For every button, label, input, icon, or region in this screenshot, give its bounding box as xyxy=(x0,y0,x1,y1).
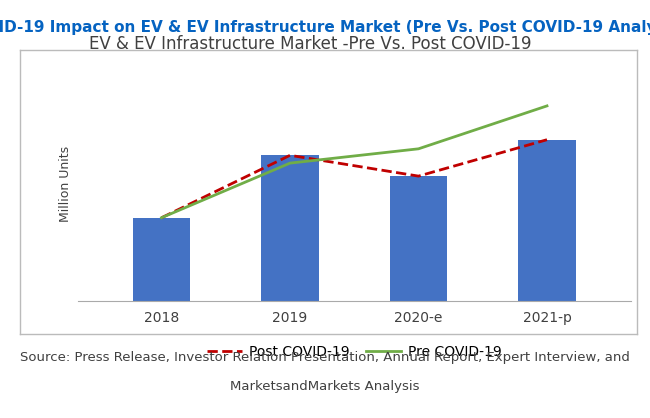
Text: EV & EV Infrastructure Market -Pre Vs. Post COVID-19: EV & EV Infrastructure Market -Pre Vs. P… xyxy=(89,35,532,53)
Bar xyxy=(261,155,319,301)
Y-axis label: Million Units: Million Units xyxy=(59,146,72,222)
Text: MarketsandMarkets Analysis: MarketsandMarkets Analysis xyxy=(230,380,420,393)
Text: Source: Press Release, Investor Relation Presentation, Annual Report, Expert Int: Source: Press Release, Investor Relation… xyxy=(20,351,630,364)
Bar xyxy=(518,140,576,301)
Text: COVID-19 Impact on EV & EV Infrastructure Market (Pre Vs. Post COVID-19 Analysis: COVID-19 Impact on EV & EV Infrastructur… xyxy=(0,20,650,35)
Bar xyxy=(133,218,190,301)
Bar xyxy=(389,176,447,301)
Legend: Post COVID-19, Pre COVID-19: Post COVID-19, Pre COVID-19 xyxy=(202,339,507,364)
